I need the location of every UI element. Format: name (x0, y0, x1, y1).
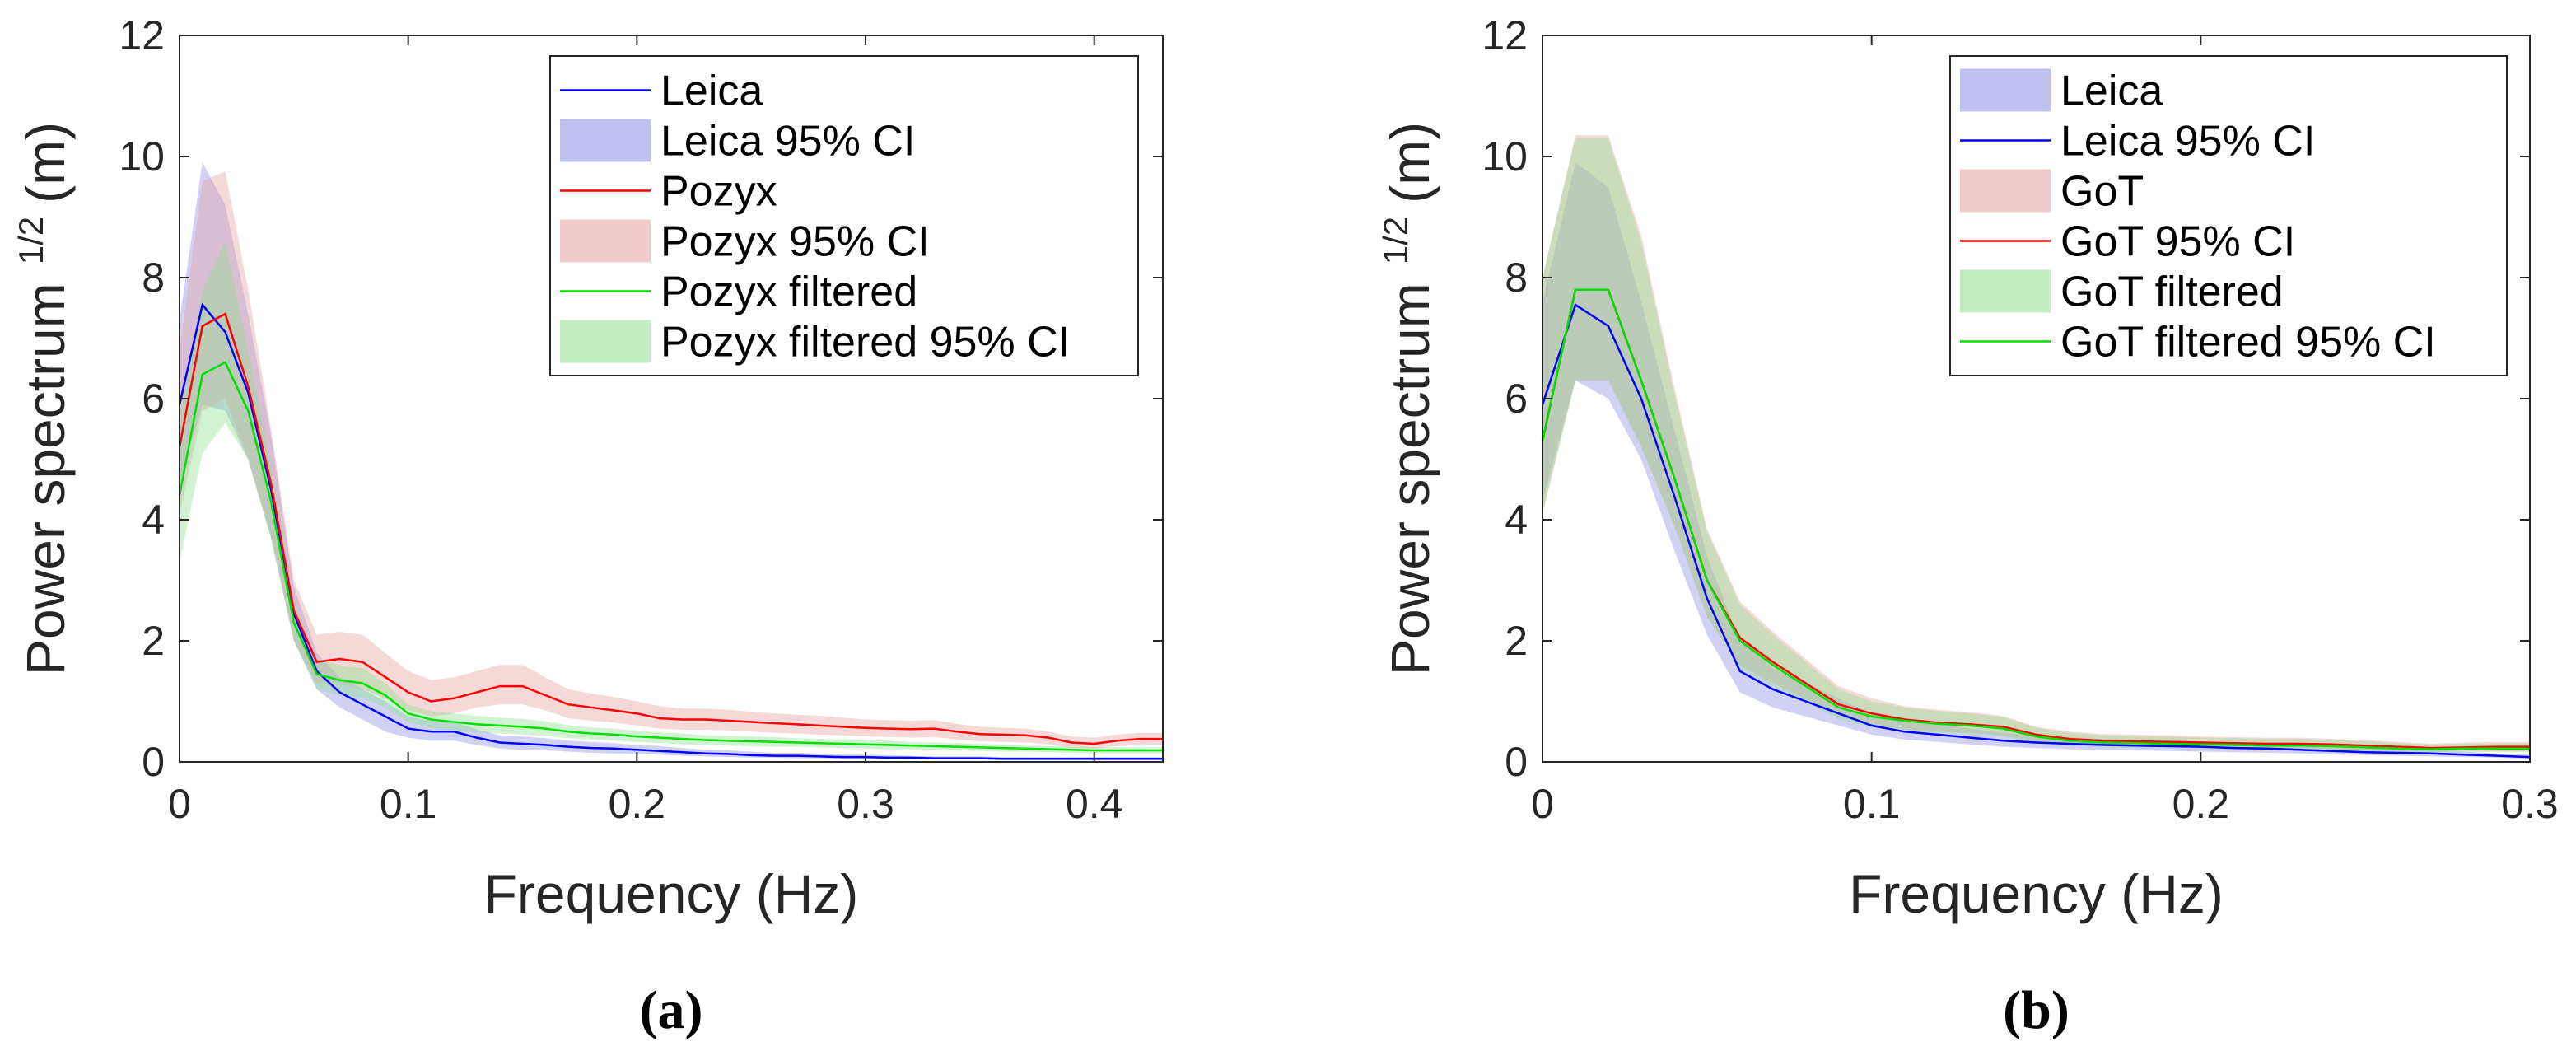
x-tick-label: 0.2 (609, 781, 666, 827)
panel-b: 0 2 4 6 8 10 12 0 0.1 0.2 0.3 Frequency (Hz) Power s… (1376, 12, 2559, 1040)
legend-label: GoT (2060, 168, 2144, 216)
panel-caption: (a) (640, 980, 703, 1040)
x-tick-label: 0.3 (837, 781, 894, 827)
x-tick-label: 0.2 (2172, 781, 2230, 827)
y-tick-label: 2 (1505, 618, 1528, 664)
y-tick-label: 8 (142, 255, 165, 301)
panel-caption: (b) (2003, 980, 2070, 1040)
x-axis-label: Frequency (Hz) (484, 863, 859, 924)
y-axis-label: Power spectrum 1/2 (m) (12, 122, 76, 675)
y-axis-label-sup: 1/2 (12, 217, 50, 264)
y-tick-label: 12 (119, 12, 165, 58)
y-axis-label-unit: (m) (15, 122, 76, 203)
x-axis-label: Frequency (Hz) (1849, 863, 2224, 924)
legend-label: Leica (660, 68, 763, 115)
y-axis-label-unit: (m) (1379, 122, 1440, 203)
y-tick-label: 4 (1505, 497, 1528, 543)
x-tick-label: 0 (168, 781, 191, 827)
legend-label: GoT 95% CI (2060, 218, 2295, 266)
legend-label: Leica 95% CI (660, 118, 915, 166)
legend-label: Leica (2060, 68, 2163, 115)
legend-band-swatch (560, 219, 651, 263)
y-tick-label: 0 (1505, 739, 1528, 785)
legend-band-swatch (1960, 269, 2051, 313)
y-tick-label: 12 (1482, 12, 1528, 58)
x-tick-label: 0.1 (380, 781, 437, 827)
series-line-0 (178, 302, 1163, 760)
panel-a: 0 2 4 6 8 10 12 0 0.1 0.2 0.3 0.4 Frequency (Hz) Powe… (12, 12, 1164, 1040)
y-tick-label: 6 (1505, 376, 1528, 422)
x-tick-label: 0.3 (2501, 781, 2559, 827)
y-tick-label: 8 (1505, 255, 1528, 301)
legend-label: GoT filtered 95% CI (2060, 319, 2436, 367)
y-axis-label: Power spectrum 1/2 (m) (1376, 122, 1440, 675)
series-line-1 (178, 312, 1163, 745)
series-line-2 (1541, 288, 2530, 750)
legend-label: Pozyx 95% CI (660, 218, 930, 266)
y-axis-label-main: Power spectrum (15, 283, 76, 675)
y-axis-label-sup: 1/2 (1376, 217, 1415, 264)
y-tick-label: 2 (142, 618, 165, 664)
legend-label: Leica 95% CI (2060, 118, 2315, 166)
series-line-2 (178, 361, 1163, 752)
legend-band-swatch (560, 119, 651, 162)
y-tick-label: 10 (119, 133, 165, 180)
y-tick-label: 0 (142, 739, 165, 785)
y-axis-label-main: Power spectrum (1379, 283, 1440, 675)
legend-band-swatch (1960, 169, 2051, 213)
legend-band-swatch (1960, 68, 2051, 112)
x-tick-label: 0.1 (1843, 781, 1901, 827)
legend-band-swatch (560, 320, 651, 363)
legend-label: GoT filtered (2060, 269, 2284, 316)
y-tick-label: 4 (142, 497, 165, 543)
y-tick-label: 6 (142, 376, 165, 422)
legend-label: Pozyx filtered (660, 269, 917, 316)
legend-label: Pozyx filtered 95% CI (660, 319, 1070, 367)
x-tick-label: 0 (1531, 781, 1554, 827)
legend-label: Pozyx (660, 168, 777, 216)
series-line-0 (1541, 303, 2531, 759)
x-tick-label: 0.4 (1066, 781, 1123, 827)
y-tick-label: 10 (1482, 133, 1528, 180)
